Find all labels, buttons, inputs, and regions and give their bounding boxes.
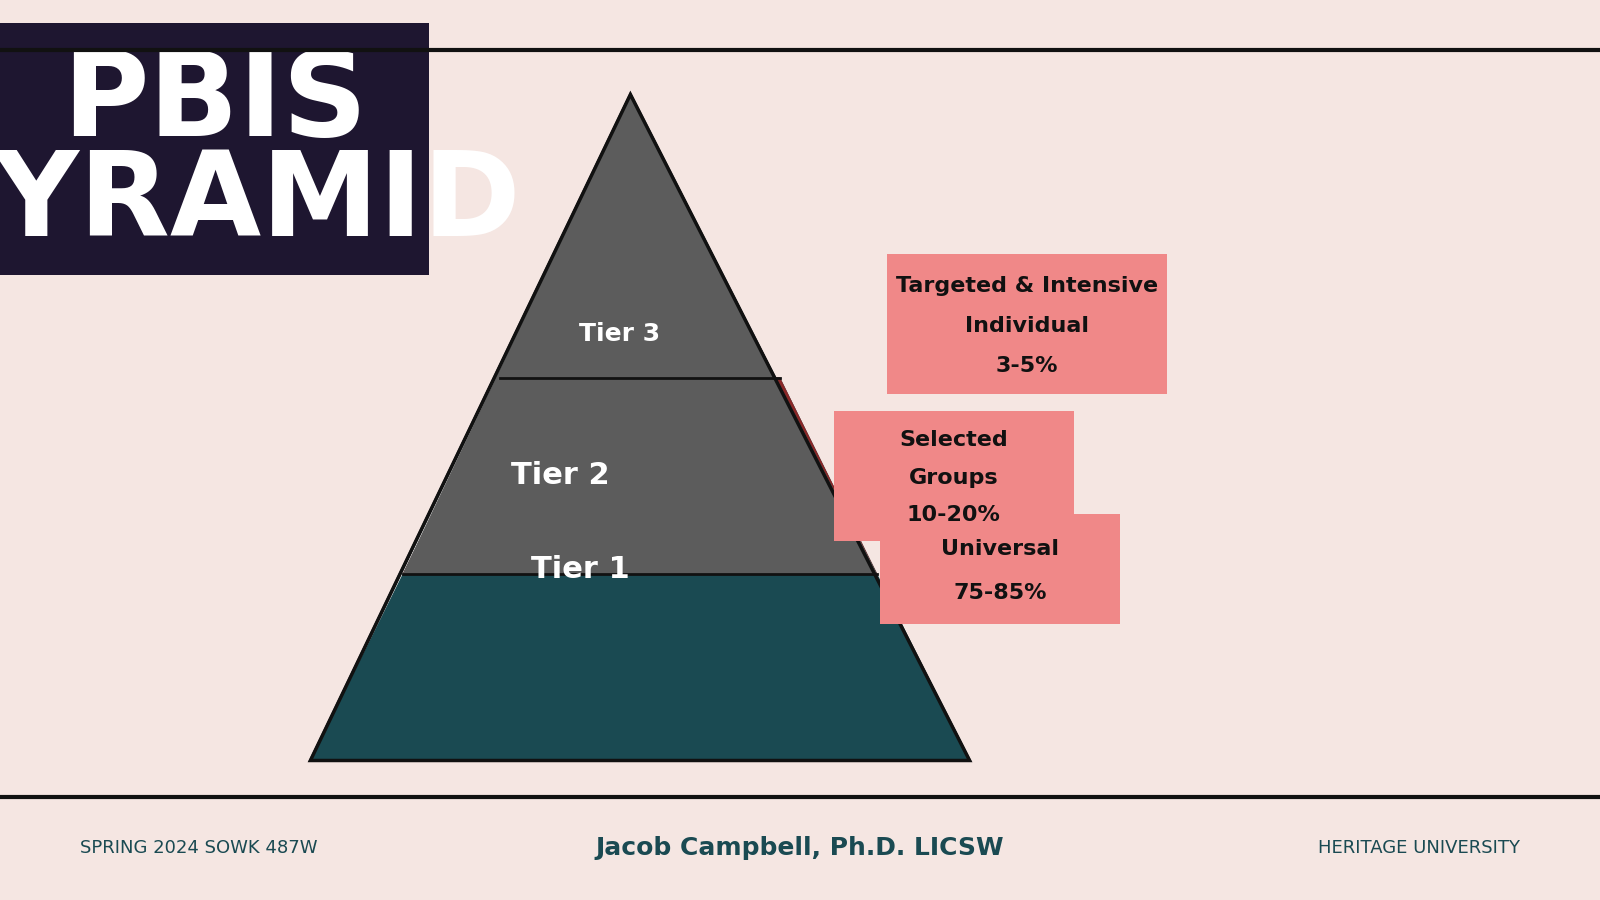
Text: Universal: Universal — [941, 539, 1059, 559]
FancyBboxPatch shape — [888, 255, 1168, 394]
FancyBboxPatch shape — [0, 22, 429, 274]
Text: Individual: Individual — [965, 316, 1090, 337]
Text: Targeted & Intensive: Targeted & Intensive — [896, 276, 1158, 296]
Text: 10-20%: 10-20% — [907, 505, 1000, 525]
FancyBboxPatch shape — [834, 410, 1074, 541]
Text: Tier 3: Tier 3 — [579, 322, 661, 346]
Text: Groups: Groups — [909, 468, 998, 488]
Polygon shape — [310, 94, 970, 760]
Polygon shape — [310, 378, 970, 760]
Text: HERITAGE UNIVERSITY: HERITAGE UNIVERSITY — [1318, 839, 1520, 857]
FancyBboxPatch shape — [880, 514, 1120, 624]
Text: PYRAMID: PYRAMID — [0, 147, 522, 261]
Text: PBIS: PBIS — [62, 46, 366, 160]
Text: Tier 2: Tier 2 — [510, 462, 610, 490]
Text: Selected: Selected — [899, 430, 1008, 451]
Text: Jacob Campbell, Ph.D. LICSW: Jacob Campbell, Ph.D. LICSW — [595, 836, 1005, 860]
Polygon shape — [403, 94, 877, 574]
Text: Tier 1: Tier 1 — [531, 554, 629, 583]
Polygon shape — [403, 378, 877, 574]
Text: 75-85%: 75-85% — [954, 583, 1046, 603]
Text: 3-5%: 3-5% — [997, 356, 1059, 376]
Text: SPRING 2024 SOWK 487W: SPRING 2024 SOWK 487W — [80, 839, 317, 857]
